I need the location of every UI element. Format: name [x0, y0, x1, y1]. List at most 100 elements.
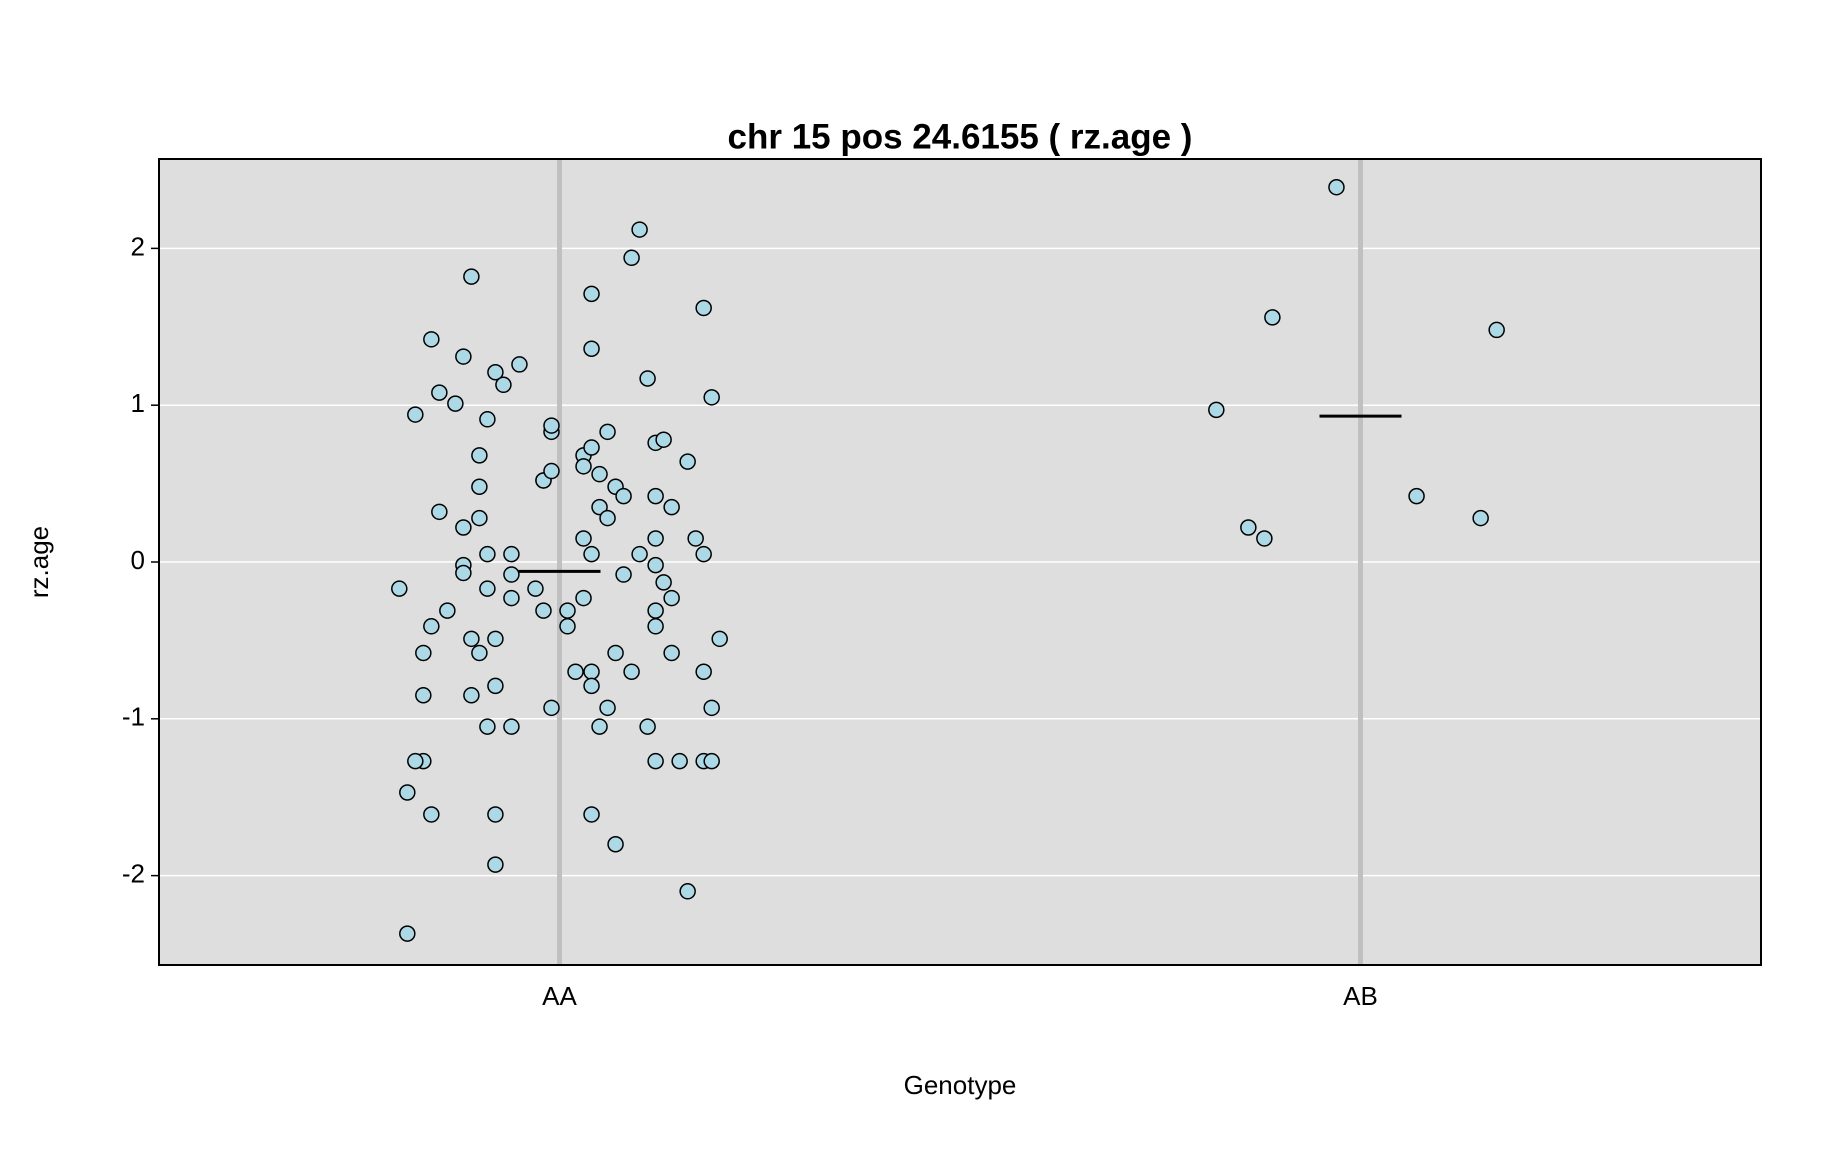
point: [631, 221, 648, 238]
point: [615, 566, 632, 583]
point: [1328, 178, 1345, 196]
point: [663, 498, 680, 516]
point: [479, 545, 496, 563]
chart-title: chr 15 pos 24.6155 ( rz.age ): [728, 117, 1193, 156]
point: [407, 406, 424, 423]
point: [503, 589, 520, 607]
point: [663, 589, 680, 607]
y-tick-label: -1: [122, 702, 145, 732]
point: [503, 718, 520, 735]
point: [703, 752, 720, 770]
point: [447, 395, 464, 412]
point: [559, 618, 576, 635]
point: [471, 509, 488, 527]
y-tick-label: 2: [131, 231, 145, 261]
point: [567, 663, 584, 681]
point: [1408, 487, 1425, 505]
point: [583, 340, 600, 357]
point: [487, 364, 504, 381]
point: [455, 519, 472, 536]
point: [591, 465, 608, 483]
point: [591, 498, 608, 516]
point: [463, 687, 480, 704]
point: [407, 752, 424, 770]
point: [639, 718, 656, 735]
point: [631, 545, 648, 563]
point: [423, 618, 440, 635]
point: [575, 530, 592, 547]
x-tick-label: AB: [1343, 981, 1378, 1011]
point: [663, 644, 680, 662]
point: [423, 806, 440, 823]
y-tick-label: 0: [131, 545, 145, 575]
point: [503, 545, 520, 563]
point: [455, 564, 472, 582]
point: [479, 718, 496, 735]
point: [431, 384, 448, 401]
point: [679, 453, 696, 470]
x-axis-label: Genotype: [904, 1070, 1017, 1100]
point: [639, 370, 656, 387]
point: [1488, 321, 1505, 339]
point: [575, 458, 592, 475]
point: [655, 431, 672, 448]
point: [543, 699, 560, 717]
point: [1264, 309, 1281, 326]
point: [535, 602, 552, 619]
point: [399, 925, 416, 942]
point: [487, 856, 504, 873]
point: [607, 644, 624, 662]
point: [599, 509, 616, 527]
point: [583, 439, 600, 456]
point: [703, 699, 720, 717]
point: [671, 752, 688, 770]
point: [1240, 519, 1257, 536]
point: [679, 883, 696, 900]
point: [559, 602, 576, 619]
point: [415, 644, 432, 662]
point: [647, 618, 664, 635]
point: [471, 644, 488, 662]
point: [575, 589, 592, 607]
y-tick-label: 1: [131, 388, 145, 418]
point: [647, 487, 664, 505]
point: [503, 566, 520, 583]
point: [647, 752, 664, 770]
point: [495, 376, 512, 394]
point: [431, 503, 448, 521]
point: [695, 299, 712, 317]
point: [615, 487, 632, 505]
point: [527, 580, 544, 597]
point: [583, 806, 600, 823]
point: [543, 462, 560, 480]
point: [695, 545, 712, 563]
plot-layer: [159, 159, 1761, 965]
point: [439, 602, 456, 619]
point: [583, 677, 600, 695]
point: [487, 806, 504, 823]
point: [1256, 530, 1273, 547]
y-axis-label: rz.age: [24, 526, 54, 598]
point: [599, 423, 616, 441]
point: [583, 663, 600, 681]
point: [487, 677, 504, 695]
point: [623, 663, 640, 681]
point: [623, 249, 640, 267]
point: [1208, 401, 1225, 419]
point: [695, 663, 712, 681]
point: [487, 630, 504, 648]
point: [479, 580, 496, 597]
point: [655, 574, 672, 591]
point: [703, 389, 720, 406]
point: [423, 331, 440, 348]
point: [511, 356, 528, 373]
point: [415, 687, 432, 704]
point: [471, 478, 488, 495]
point: [711, 630, 728, 648]
point: [479, 411, 496, 428]
point: [471, 447, 488, 464]
point: [391, 580, 408, 597]
point: [591, 718, 608, 735]
point: [543, 417, 560, 434]
